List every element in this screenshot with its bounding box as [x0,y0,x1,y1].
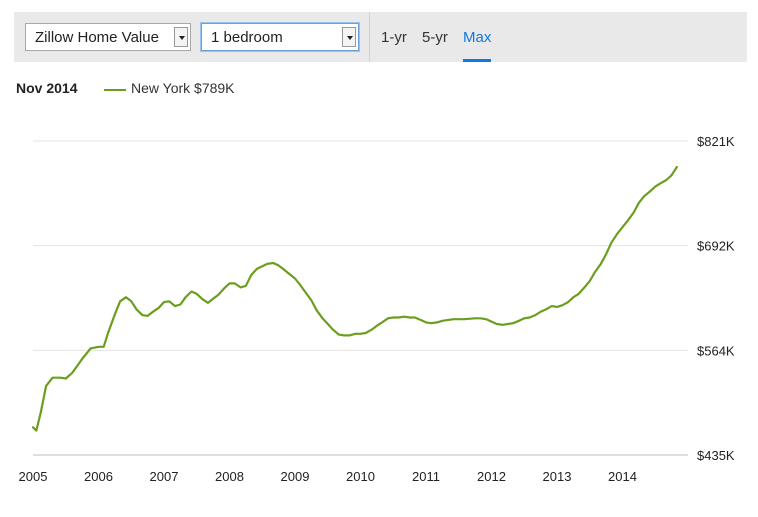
x-tick-label: 2011 [412,469,440,484]
legend-swatch [104,89,126,91]
divider [369,12,370,62]
range-tab-max-label: Max [463,29,492,46]
legend-series-label: New York $789K [131,80,235,96]
metric-select-value: Zillow Home Value [35,29,159,46]
chevron-down-icon[interactable] [342,27,356,47]
chevron-down-icon[interactable] [174,27,188,47]
x-tick-label: 2014 [608,469,637,484]
x-tick-label: 2005 [19,469,48,484]
metric-select[interactable]: Zillow Home Value [25,23,191,51]
y-tick-label: $821K [697,134,735,149]
y-tick-label: $435K [697,448,735,463]
range-tab-1yr[interactable]: 1-yr [381,29,407,46]
legend-date: Nov 2014 [16,80,78,96]
x-tick-label: 2013 [543,469,572,484]
range-tab-5yr[interactable]: 5-yr [422,29,448,46]
x-tick-label: 2007 [150,469,179,484]
x-tick-label: 2008 [215,469,244,484]
y-tick-label: $564K [697,343,735,358]
chart-controls-bar: Zillow Home Value 1 bedroom 1-yr 5-yr Ma… [14,12,747,62]
range-tab-max[interactable]: Max [463,29,492,62]
bedroom-select[interactable]: 1 bedroom [201,23,359,51]
x-tick-label: 2006 [84,469,113,484]
x-tick-label: 2010 [346,469,375,484]
y-tick-label: $692K [697,239,735,254]
series-line [31,165,678,432]
bedroom-select-value: 1 bedroom [211,29,283,46]
x-tick-label: 2009 [281,469,310,484]
line-chart: $435K $564K $692K $821K 2005 2006 2007 2008 2009… [19,134,735,484]
x-tick-label: 2012 [477,469,506,484]
active-tab-indicator [463,59,492,62]
